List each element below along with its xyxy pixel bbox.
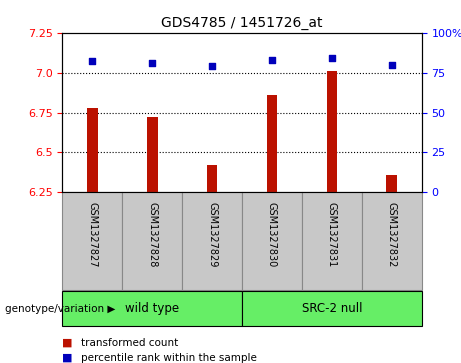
Text: GSM1327827: GSM1327827: [87, 202, 97, 268]
Bar: [122, 192, 182, 290]
Title: GDS4785 / 1451726_at: GDS4785 / 1451726_at: [161, 16, 323, 30]
Text: percentile rank within the sample: percentile rank within the sample: [81, 352, 257, 363]
Bar: [242, 291, 422, 326]
Text: transformed count: transformed count: [81, 338, 178, 348]
Text: GSM1327832: GSM1327832: [387, 202, 397, 268]
Text: GSM1327828: GSM1327828: [147, 202, 157, 268]
Bar: [182, 192, 242, 290]
Bar: [207, 165, 218, 192]
Text: GSM1327829: GSM1327829: [207, 202, 217, 268]
Text: ■: ■: [62, 352, 73, 363]
Bar: [147, 117, 158, 192]
Point: [208, 63, 216, 69]
Text: GSM1327830: GSM1327830: [267, 202, 277, 268]
Bar: [362, 192, 422, 290]
Point: [388, 62, 396, 68]
Point: [268, 57, 276, 63]
Text: genotype/variation ▶: genotype/variation ▶: [5, 303, 115, 314]
Point: [328, 55, 336, 61]
Text: ■: ■: [62, 338, 73, 348]
Bar: [326, 71, 337, 192]
Bar: [62, 291, 242, 326]
Bar: [242, 192, 302, 290]
Point: [89, 58, 96, 64]
Point: [148, 60, 156, 66]
Bar: [266, 95, 278, 192]
Bar: [302, 192, 362, 290]
Text: GSM1327831: GSM1327831: [327, 202, 337, 268]
Text: SRC-2 null: SRC-2 null: [301, 302, 362, 315]
Bar: [87, 108, 98, 192]
Bar: [62, 192, 122, 290]
Text: wild type: wild type: [125, 302, 179, 315]
Bar: [386, 175, 397, 192]
